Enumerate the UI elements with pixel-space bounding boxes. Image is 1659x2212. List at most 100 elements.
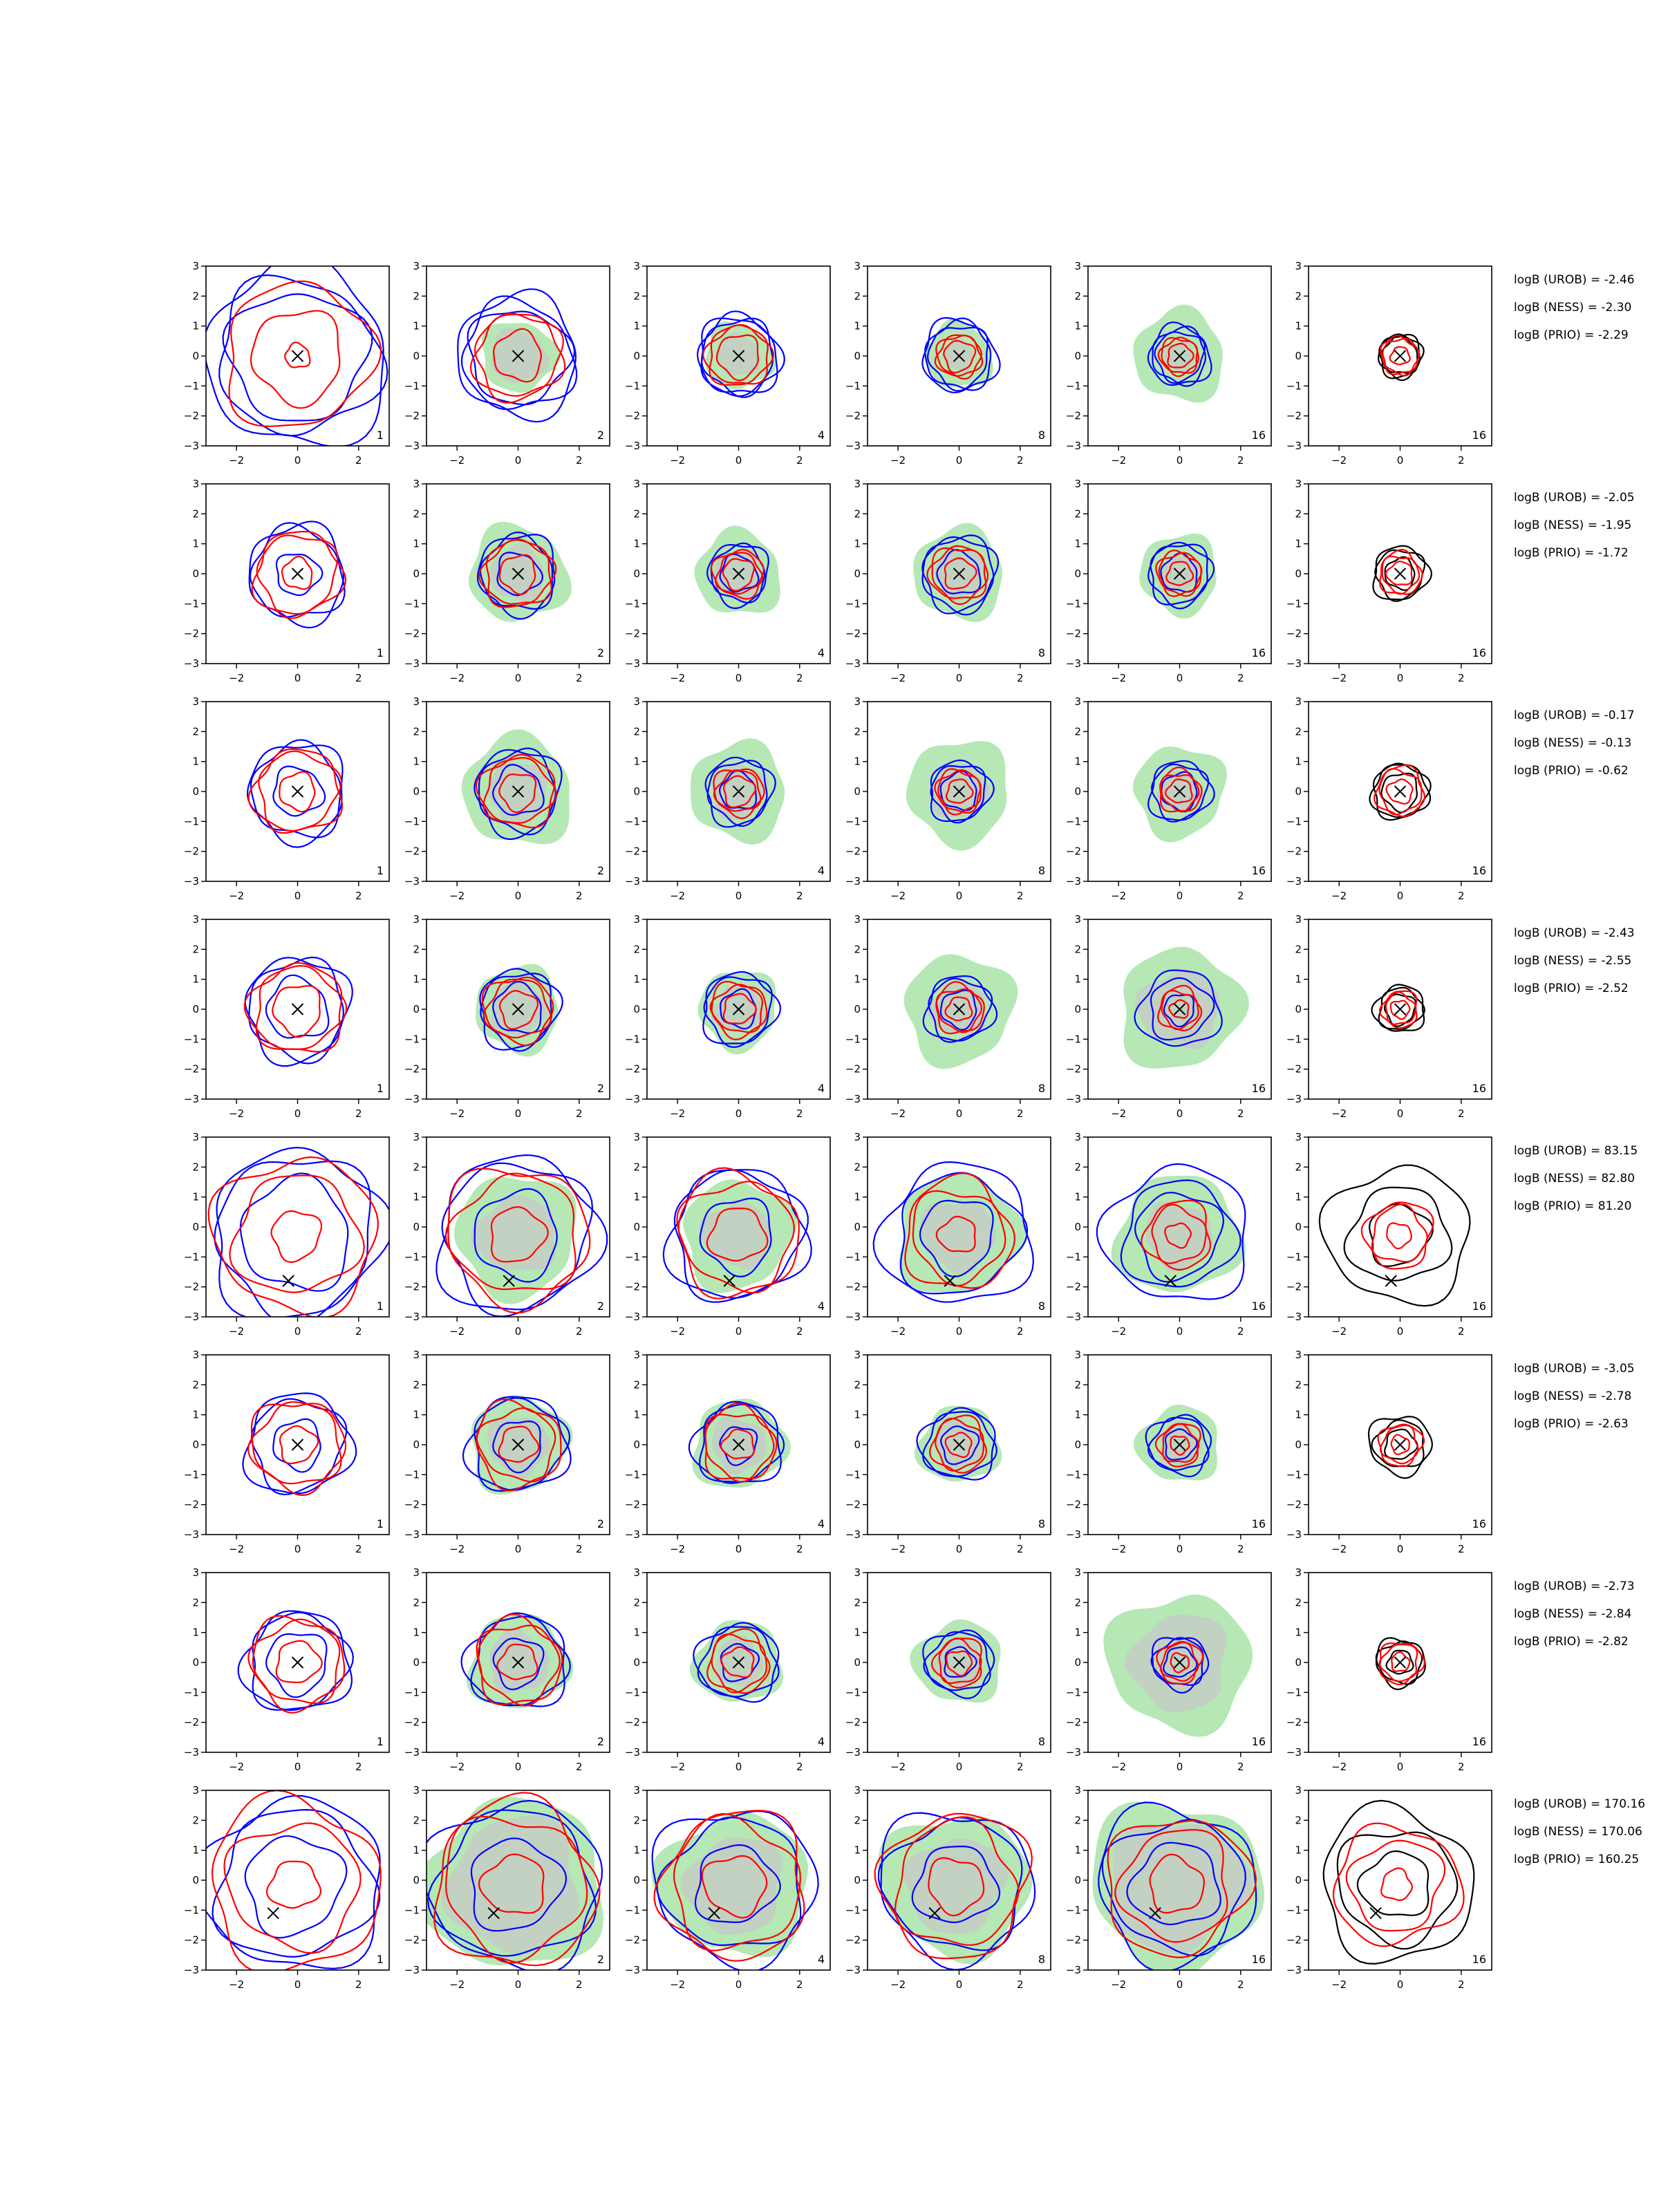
x-tick-label: −2 [229, 1761, 244, 1773]
y-tick-label: 0 [192, 785, 199, 798]
black-contour [1322, 1799, 1475, 1965]
y-tick-label: 1 [854, 756, 861, 768]
panel-count-label: 8 [1038, 1300, 1045, 1313]
y-tick-label: 3 [1295, 1131, 1302, 1143]
y-tick-label: −2 [404, 1499, 420, 1511]
y-tick-label: −3 [845, 1093, 861, 1105]
y-tick-label: −2 [845, 1063, 861, 1076]
blue-contour [1151, 1637, 1210, 1694]
panel: −3 −2 −1 0 1 2 3 −2 0 2 1 [184, 695, 390, 902]
y-tick-label: 2 [633, 725, 640, 738]
red-contour [1381, 555, 1421, 595]
y-tick-label: −2 [184, 1499, 199, 1511]
red-contour [433, 1792, 601, 1967]
true-value-marker [291, 1003, 304, 1015]
red-contour [715, 334, 759, 382]
y-tick-label: −3 [404, 1528, 420, 1541]
panel: −3 −2 −1 0 1 2 3 −2 0 2 16 [1286, 1131, 1492, 1338]
panel-count-label: 16 [1472, 1082, 1486, 1095]
panel-count-label: 4 [818, 1517, 825, 1530]
panel: −3 −2 −1 0 1 2 3 −2 0 2 4 [625, 1784, 831, 1991]
y-tick-label: 0 [854, 1003, 861, 1015]
y-tick-label: −3 [1286, 1746, 1302, 1759]
panel-count-label: 1 [377, 646, 384, 659]
panel: −3 −2 −1 0 1 2 3 −2 0 2 8 [845, 913, 1051, 1120]
red-contour [1158, 550, 1202, 597]
panel-count-label: 8 [1038, 1735, 1045, 1748]
red-contour [250, 1403, 347, 1497]
y-tick-label: 3 [1074, 1349, 1081, 1361]
y-tick-label: −2 [845, 628, 861, 640]
blue-contour [206, 1794, 381, 1970]
logb-label: logB (UROB) = 170.16 [1514, 1797, 1645, 1811]
grey-region [1145, 1201, 1213, 1273]
blue-contour [706, 543, 769, 610]
red-contour [251, 530, 347, 615]
y-tick-label: 3 [1295, 913, 1302, 926]
y-tick-label: 1 [1074, 973, 1081, 986]
true-value-marker [1164, 1275, 1177, 1287]
y-tick-label: 3 [633, 478, 640, 490]
y-tick-label: 0 [1074, 568, 1081, 580]
y-tick-label: −3 [845, 875, 861, 888]
y-tick-label: 2 [1295, 507, 1302, 520]
y-tick-label: 3 [413, 1566, 420, 1579]
y-tick-label: 1 [1295, 1191, 1302, 1203]
panel-count-label: 1 [377, 429, 384, 442]
y-tick-label: −2 [625, 628, 640, 640]
y-tick-label: −3 [184, 1093, 199, 1105]
panel: −3 −2 −1 0 1 2 3 −2 0 2 2 [404, 478, 610, 684]
red-contour [1389, 1000, 1411, 1020]
true-value-marker [953, 1438, 966, 1451]
x-tick-label: 0 [1397, 1761, 1404, 1773]
red-contour [1386, 1222, 1412, 1250]
y-tick-label: 1 [413, 756, 420, 768]
blue-contour [926, 326, 988, 392]
true-value-marker [487, 1906, 500, 1920]
grey-region [1112, 1824, 1253, 1955]
red-contour [1332, 1822, 1465, 1947]
y-tick-label: −3 [404, 1964, 420, 1976]
panel-count-label: 8 [1038, 1953, 1045, 1966]
y-tick-label: −2 [404, 410, 420, 422]
x-tick-label: 2 [355, 1978, 362, 1991]
red-contour [498, 773, 537, 814]
y-tick-label: 1 [633, 756, 640, 768]
y-tick-label: 1 [1295, 1844, 1302, 1857]
y-tick-label: −1 [184, 1033, 199, 1045]
red-contour [711, 1633, 768, 1694]
y-tick-label: 3 [854, 695, 861, 708]
x-tick-label: −2 [1111, 1543, 1126, 1555]
blue-contour [462, 1396, 572, 1491]
y-tick-label: −1 [1286, 1904, 1302, 1916]
red-contour [928, 1857, 985, 1917]
grey-region [932, 1636, 983, 1688]
blue-contour [1150, 541, 1215, 606]
blue-contour [248, 521, 345, 629]
x-tick-label: 0 [294, 672, 301, 684]
y-tick-label: −1 [845, 597, 861, 610]
y-tick-label: 2 [1295, 725, 1302, 738]
red-contour [704, 1402, 778, 1480]
red-contour [874, 1812, 1033, 1960]
red-contour [1151, 1203, 1208, 1264]
red-contour [945, 778, 974, 804]
red-contour [1107, 1819, 1257, 1958]
x-tick-label: 2 [355, 1107, 362, 1120]
y-tick-label: 1 [192, 1844, 199, 1857]
black-contour [1377, 333, 1421, 382]
blue-contour [272, 765, 326, 817]
x-tick-label: 2 [1458, 1543, 1465, 1555]
true-value-marker [953, 1003, 966, 1015]
y-tick-label: 2 [413, 1596, 420, 1609]
y-tick-label: 1 [413, 1409, 420, 1421]
red-contour [677, 1167, 800, 1300]
blue-contour [696, 310, 778, 393]
blue-contour [911, 1846, 1001, 1924]
panel-count-label: 8 [1038, 864, 1045, 877]
red-contour [477, 1613, 563, 1705]
red-contour [498, 1425, 540, 1463]
red-contour [928, 1414, 988, 1474]
true-value-marker [732, 1003, 745, 1015]
y-tick-label: 0 [1295, 1221, 1302, 1233]
